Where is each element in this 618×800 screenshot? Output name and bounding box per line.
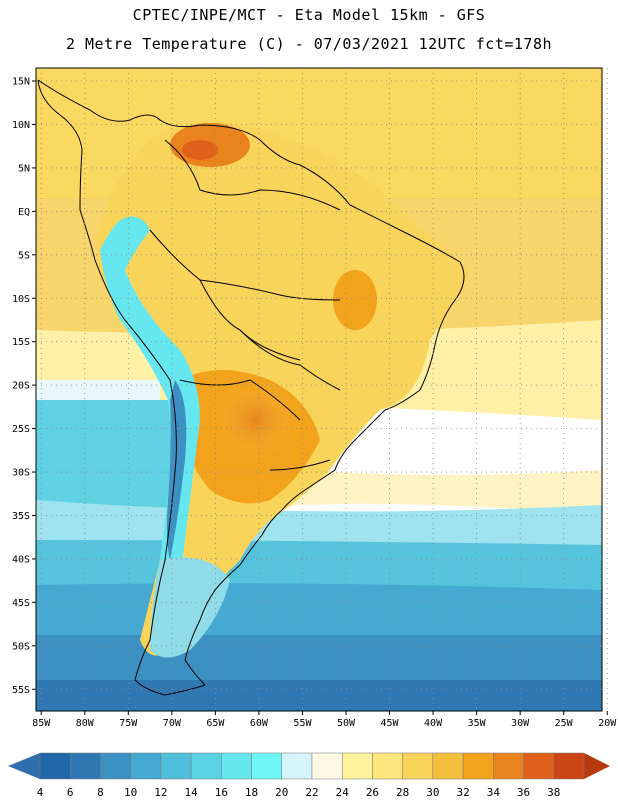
colorbar-swatch	[190, 752, 222, 780]
colorbar-swatch	[281, 752, 313, 780]
colorbar-swatch	[341, 752, 373, 780]
colorbar-swatch	[493, 752, 524, 780]
lat-tick-label: 15N	[12, 77, 30, 88]
lon-tick-label: 85W	[32, 718, 51, 729]
lat-tick-label: 20S	[12, 381, 30, 392]
colorbar-swatch	[553, 752, 585, 780]
colorbar-label: 8	[97, 786, 104, 799]
lat-tick-label: 30S	[12, 468, 30, 479]
title-line-2: 2 Metre Temperature (C) - 07/03/2021 12U…	[65, 35, 553, 53]
lat-tick-label: 45S	[12, 598, 30, 609]
colorbar-swatch	[160, 752, 192, 780]
lat-tick-label: 35S	[12, 511, 30, 522]
colorbar-swatch	[372, 752, 403, 780]
colorbar-label: 24	[336, 786, 350, 799]
colorbar-label: 32	[456, 786, 469, 799]
lat-tick-label: 5S	[18, 250, 30, 261]
lat-tick-label: 5N	[18, 163, 30, 174]
colorbar-label: 14	[184, 786, 198, 799]
lon-tick-label: 35W	[468, 718, 487, 729]
temperature-field	[36, 68, 602, 711]
colorbar-label: 6	[67, 786, 74, 799]
lon-tick-label: 55W	[293, 718, 312, 729]
colorbar-label: 4	[37, 786, 44, 799]
lon-tick-label: 70W	[163, 718, 182, 729]
lon-tick-label: 75W	[119, 718, 138, 729]
colorbar-label: 38	[547, 786, 560, 799]
colorbar-label: 34	[487, 786, 501, 799]
lon-tick-label: 30W	[511, 718, 530, 729]
lat-tick-label: 55S	[12, 685, 30, 696]
colorbar-swatch	[402, 752, 434, 780]
latitude-ticks: 15N 10N 5N EQ 5S 10S 15S 20S 25S 30S 35S 40S 45S 50S 5…	[12, 77, 36, 696]
lon-tick-label: 45W	[381, 718, 400, 729]
colorbar: 4 6 8 10 12 14 16 18 20 22 24 26 28 30 32 34 36 38	[8, 752, 610, 799]
lat-tick-label: 10S	[12, 294, 30, 305]
colorbar-label: 22	[305, 786, 318, 799]
lon-tick-label: 25W	[555, 718, 574, 729]
lat-tick-label: 10N	[12, 120, 30, 131]
colorbar-label: 30	[426, 786, 439, 799]
lat-tick-label: 50S	[12, 641, 30, 652]
colorbar-swatch	[69, 752, 101, 780]
colorbar-label: 36	[517, 786, 530, 799]
colorbar-swatch	[39, 752, 71, 780]
colorbar-label: 26	[366, 786, 379, 799]
colorbar-swatch	[523, 752, 555, 780]
gridlines	[36, 68, 608, 711]
longitude-ticks: 85W 80W 75W 70W 65W 60W 55W 50W 45W 40W 35W 30W 25W 2…	[32, 711, 617, 729]
colorbar-swatch	[221, 752, 252, 780]
lon-tick-label: 80W	[76, 718, 95, 729]
lon-tick-label: 50W	[337, 718, 356, 729]
colorbar-label: 10	[124, 786, 137, 799]
colorbar-label: 16	[215, 786, 228, 799]
colorbar-label: 12	[154, 786, 167, 799]
lat-tick-label: 15S	[12, 337, 30, 348]
map-frame	[35, 67, 603, 712]
colorbar-swatch	[130, 752, 162, 780]
colorbar-swatch	[311, 752, 343, 780]
lat-tick-label: 40S	[12, 554, 30, 565]
lon-tick-label: 40W	[424, 718, 443, 729]
colorbar-label: 20	[275, 786, 288, 799]
colorbar-label: 18	[245, 786, 258, 799]
colorbar-swatch	[432, 752, 464, 780]
colorbar-swatch	[100, 752, 131, 780]
lon-tick-label: 65W	[206, 718, 225, 729]
lat-tick-label: EQ	[18, 207, 30, 218]
lat-tick-label: 25S	[12, 424, 30, 435]
colorbar-right-arrow	[584, 753, 610, 779]
title-line-1: CPTEC/INPE/MCT - Eta Model 15km - GFS	[132, 6, 486, 24]
lon-tick-label: 60W	[250, 718, 269, 729]
colorbar-left-arrow	[8, 753, 40, 779]
colorbar-swatch	[462, 752, 494, 780]
lon-tick-label: 20W	[598, 718, 617, 729]
colorbar-swatch	[251, 752, 283, 780]
colorbar-label: 28	[396, 786, 409, 799]
